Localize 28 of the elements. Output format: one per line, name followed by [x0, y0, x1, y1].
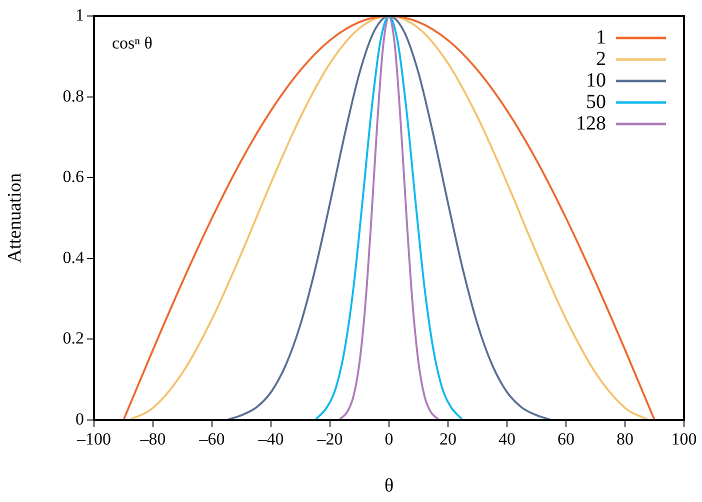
legend-label: 1 [596, 26, 606, 48]
legend-label: 2 [596, 48, 606, 70]
y-tick-label: 1 [76, 5, 84, 24]
line-series [314, 16, 464, 420]
x-tick-label: –20 [316, 430, 343, 449]
x-tick-label: 100 [671, 430, 697, 449]
y-tick-label: 0.2 [62, 328, 84, 348]
x-tick-label: 60 [558, 430, 574, 449]
x-tick-label: 80 [616, 430, 634, 449]
y-tick-label: 0 [76, 409, 84, 428]
x-axis-title: θ [384, 476, 394, 497]
x-tick-label: 20 [440, 430, 456, 449]
legend-label: 10 [586, 69, 606, 92]
x-tick-label: –80 [139, 430, 166, 449]
line-series [226, 16, 552, 420]
y-tick-label: 0.6 [62, 167, 84, 186]
x-tick-label: –60 [198, 430, 225, 449]
y-tick-label: 0.8 [62, 86, 84, 106]
x-tick-label: 0 [384, 430, 394, 449]
legend-label: 50 [586, 90, 606, 113]
x-tick-label: –100 [76, 430, 111, 449]
y-tick-label: 0.4 [62, 248, 84, 267]
line-series [338, 16, 440, 420]
legend-label: 128 [576, 112, 606, 134]
x-tick-label: –40 [257, 430, 284, 449]
x-tick-label: 40 [498, 430, 516, 449]
annotation: cosⁿ θ [112, 33, 152, 52]
y-axis-title: Attenuation [4, 172, 26, 263]
